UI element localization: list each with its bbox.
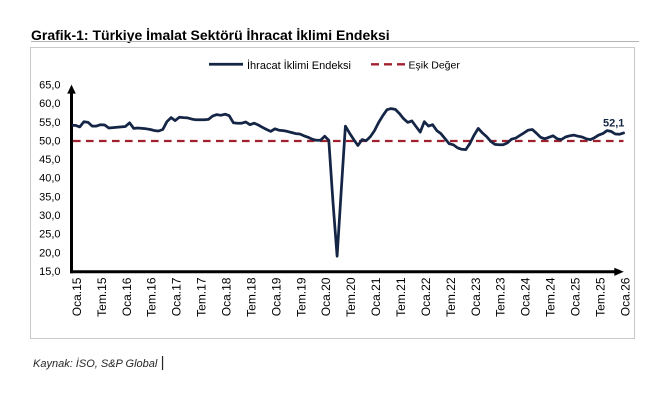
svg-text:İhracat İklimi Endeksi: İhracat İklimi Endeksi [247,59,351,72]
svg-text:Oca.21: Oca.21 [369,277,383,316]
svg-text:Oca.19: Oca.19 [269,277,283,316]
svg-text:Oca.17: Oca.17 [170,277,184,316]
svg-text:Oca.24: Oca.24 [519,277,533,316]
svg-text:Tem.17: Tem.17 [195,277,209,317]
svg-text:Oca.25: Oca.25 [569,277,583,316]
svg-text:65,0: 65,0 [39,80,60,92]
svg-text:Tem.16: Tem.16 [145,277,159,317]
svg-text:Oca.26: Oca.26 [618,277,632,316]
svg-text:30,0: 30,0 [39,210,60,222]
svg-text:Tem.15: Tem.15 [95,277,109,317]
svg-text:Tem.21: Tem.21 [394,277,408,317]
svg-text:55,0: 55,0 [39,117,60,129]
svg-text:Eşik Değer: Eşik Değer [409,60,461,72]
svg-text:60,0: 60,0 [39,98,60,110]
svg-text:25,0: 25,0 [39,229,60,241]
svg-text:50,0: 50,0 [39,136,60,148]
svg-text:Tem.20: Tem.20 [344,277,358,317]
svg-text:35,0: 35,0 [39,191,60,203]
svg-text:Tem.19: Tem.19 [294,277,308,317]
svg-text:15,0: 15,0 [39,266,60,278]
svg-text:Oca.18: Oca.18 [220,277,234,316]
svg-text:Oca.22: Oca.22 [419,277,433,316]
svg-text:Oca.16: Oca.16 [120,277,134,316]
svg-text:Oca.23: Oca.23 [469,277,483,316]
svg-text:Tem.25: Tem.25 [593,277,607,317]
svg-text:20,0: 20,0 [39,247,60,259]
svg-text:Oca.15: Oca.15 [70,277,84,316]
svg-text:Oca.20: Oca.20 [319,277,333,316]
svg-text:Tem.22: Tem.22 [444,277,458,317]
svg-text:Tem.24: Tem.24 [544,277,558,317]
svg-text:Tem.18: Tem.18 [244,277,258,317]
svg-text:Tem.23: Tem.23 [494,277,508,317]
svg-text:45,0: 45,0 [39,154,60,166]
svg-text:40,0: 40,0 [39,173,60,185]
svg-text:52,1: 52,1 [603,118,624,130]
